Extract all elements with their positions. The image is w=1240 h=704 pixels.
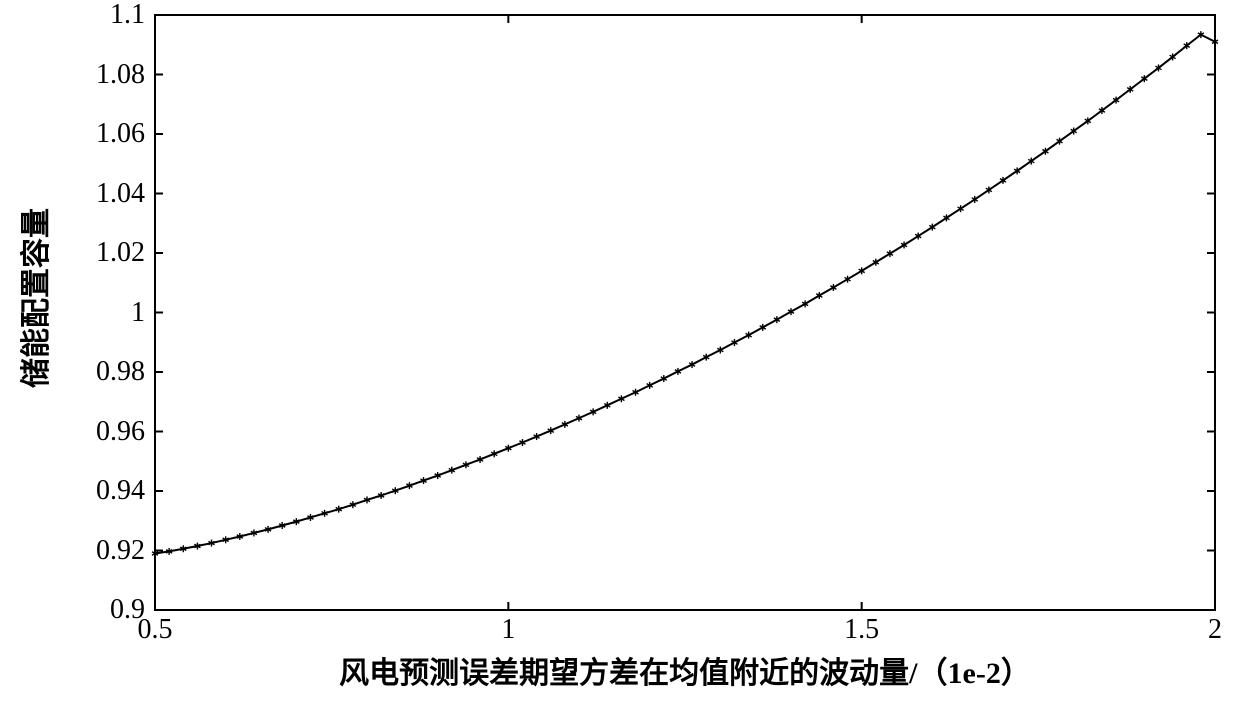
marker bbox=[830, 284, 836, 291]
y-tick-label: 0.98 bbox=[96, 356, 145, 388]
x-tick-label: 1.5 bbox=[844, 614, 879, 646]
y-tick-label: 1.08 bbox=[96, 59, 145, 91]
x-tick-label: 0.5 bbox=[138, 614, 173, 646]
axes-box bbox=[155, 15, 1215, 610]
y-tick-label: 0.96 bbox=[96, 416, 145, 448]
series-line bbox=[155, 35, 1215, 554]
y-tick-label: 0.92 bbox=[96, 535, 145, 567]
x-axis-label: 风电预测误差期望方差在均值附近的波动量/（1e-2） bbox=[339, 648, 1031, 692]
chart-container: 储能配置容量 风电预测误差期望方差在均值附近的波动量/（1e-2） 0.90.9… bbox=[0, 0, 1240, 704]
marker bbox=[788, 308, 794, 315]
marker bbox=[774, 316, 780, 323]
marker bbox=[802, 300, 808, 307]
series-markers bbox=[152, 31, 1218, 557]
y-tick-label: 0.94 bbox=[96, 475, 145, 507]
marker bbox=[760, 324, 766, 331]
chart-svg bbox=[0, 0, 1240, 704]
y-axis-label: 储能配置容量 bbox=[11, 208, 55, 388]
marker bbox=[816, 292, 822, 299]
marker bbox=[845, 276, 851, 283]
y-tick-label: 1.06 bbox=[96, 118, 145, 150]
y-tick-label: 1.04 bbox=[96, 178, 145, 210]
x-tick-label: 2 bbox=[1208, 614, 1222, 646]
y-tick-label: 1 bbox=[131, 297, 145, 329]
x-tick-label: 1 bbox=[501, 614, 515, 646]
y-tick-label: 1.02 bbox=[96, 237, 145, 269]
y-tick-label: 1.1 bbox=[110, 0, 145, 31]
